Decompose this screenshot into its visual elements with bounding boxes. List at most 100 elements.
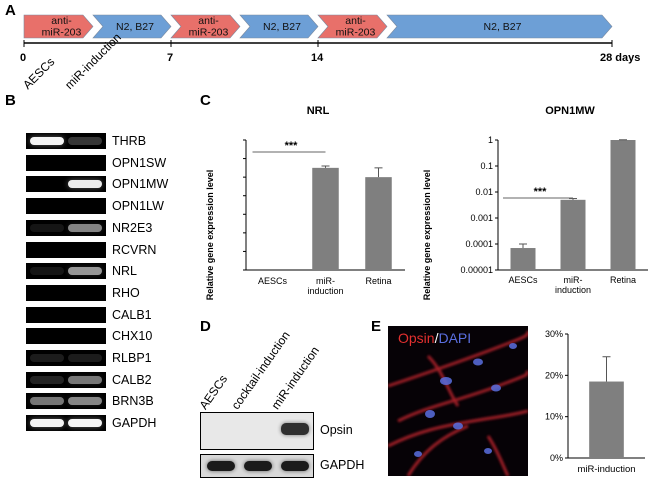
bar [560,199,586,270]
category-label: AESCs [258,276,288,286]
y-tick-label: 1 [488,135,493,145]
category-label: miR-induction [307,276,343,296]
y-tick-label: 0% [550,453,563,463]
timeline-segment-anti [170,14,241,39]
y-tick-label: 30% [545,329,563,339]
gene-label: BRN3B [112,394,154,409]
gel-band-lane1 [30,223,64,232]
gel-row-gapdh [26,415,106,432]
gel-band-lane2 [68,397,102,406]
gel-band-lane1 [30,397,64,406]
category-label: Retina [365,276,391,286]
timeline-segment-n2 [386,14,613,39]
timeline-segment-anti [317,14,388,39]
timeline-label-7: 7 [167,52,173,64]
y-tick-label: 0.001 [470,213,493,223]
timeline-label-0: 0 [20,52,26,64]
gene-label: NRL [112,264,138,279]
fluorescence-image: Opsin/DAPI [388,326,528,476]
gel-band-lane2 [68,223,102,232]
gel-band-lane1 [30,354,64,362]
bar [510,248,536,270]
gel-row-opn1lw [26,198,106,215]
y-tick-label: 0.01 [475,187,493,197]
gene-label: CHX10 [112,329,153,344]
gel-band-lane2 [68,267,102,276]
gel-row-brn3b [26,393,106,410]
timeline-segment-anti [23,14,94,39]
significance-marker: *** [534,186,548,198]
gene-label: OPN1MW [112,177,169,192]
panel-label-d: D [200,318,211,335]
panel-label-e: E [371,318,382,335]
category-label: miR-induction [555,275,591,295]
nrl-bar-chart: NRL Relative gene expression level AESCs… [205,105,405,301]
gel-band-lane2 [68,375,102,384]
y-tick-label: 0.0001 [465,239,493,249]
panel-label-a: A [5,2,16,19]
wb-row-gapdh [200,454,314,478]
timeline-segment-label: N2, B27 [116,21,154,33]
timeline-segment-label: N2, B27 [263,21,301,33]
gel-row-calb2 [26,371,106,388]
gene-label: GAPDH [112,416,157,431]
panel-label-b: B [5,92,16,109]
timeline-segment-label: anti-miR-203 [42,15,82,39]
gel-band-lane1 [30,137,64,145]
gene-label: RCVRN [112,242,157,257]
legend-slash: / [434,330,439,346]
bar [589,381,624,458]
gel-row-chx10 [26,328,106,345]
gene-label: RLBP1 [112,351,152,365]
gel-row-thrb [26,133,106,149]
gel-row-rho [26,284,106,301]
wb-row-label: GAPDH [320,458,365,472]
bar [610,140,636,270]
gel-row-calb1 [26,306,106,323]
opsin-percentage-bar-chart: 0% 10% 20% 30% miR-induction [545,329,645,475]
timeline-segment-label: N2, B27 [484,21,522,33]
opn1mw-y-axis-title: Relative gene expression level [422,170,432,301]
fluorescence-legend: Opsin/DAPI [398,330,471,346]
gel-row-opn1sw [26,154,106,171]
gel-band-lane1 [30,419,64,428]
wb-band [281,461,309,471]
gel-band-lane1 [30,267,64,276]
y-tick-label: 10% [545,412,563,422]
gel-row-rcvrn [26,241,106,258]
wb-row-opsin [200,412,314,450]
timeline-label-28: 28 days [600,52,640,64]
timeline-diagram: anti-miR-203 N2, B27 anti-miR-203 N2, B27 an… [20,14,640,64]
gene-label: CALB2 [112,372,152,387]
timeline-label-14: 14 [311,52,324,64]
timeline-segments: anti-miR-203 N2, B27 anti-miR-203 N2, B27 an… [23,14,613,39]
gene-label: RHO [112,285,140,300]
panel-label-c: C [200,92,211,109]
significance-marker: *** [285,140,299,152]
bar [365,177,392,270]
gene-label: OPN1SW [112,155,167,170]
category-label: Retina [610,275,636,285]
gel-band-lane2 [68,137,102,145]
gene-label: THRB [112,134,147,148]
gel-row-nrl [26,263,106,280]
gel-band-lane2 [68,354,102,362]
wb-row-label: Opsin [320,423,353,437]
nrl-chart-title: NRL [307,105,330,117]
nrl-y-axis-title: Relative gene expression level [205,170,215,301]
gel-band-lane2 [68,419,102,428]
timeline-segment-label: anti-miR-203 [189,15,229,39]
gel-band-lane2 [68,180,102,189]
opsin-stain-label: Opsin [398,330,435,346]
wb-band [281,423,309,435]
y-tick-label: 0.00001 [460,265,493,275]
timeline-segment-n2 [92,14,172,39]
opn1mw-bar-chart: OPN1MW Relative gene expression level 1 0… [422,105,648,301]
category-label: AESCs [508,275,538,285]
timeline-segment-n2 [239,14,319,39]
dapi-stain-label: DAPI [438,330,472,346]
gel-band-lane1 [30,375,64,384]
category-label: miR-induction [577,464,635,475]
y-tick-label: 20% [545,370,563,380]
gene-label: OPN1LW [112,199,164,214]
